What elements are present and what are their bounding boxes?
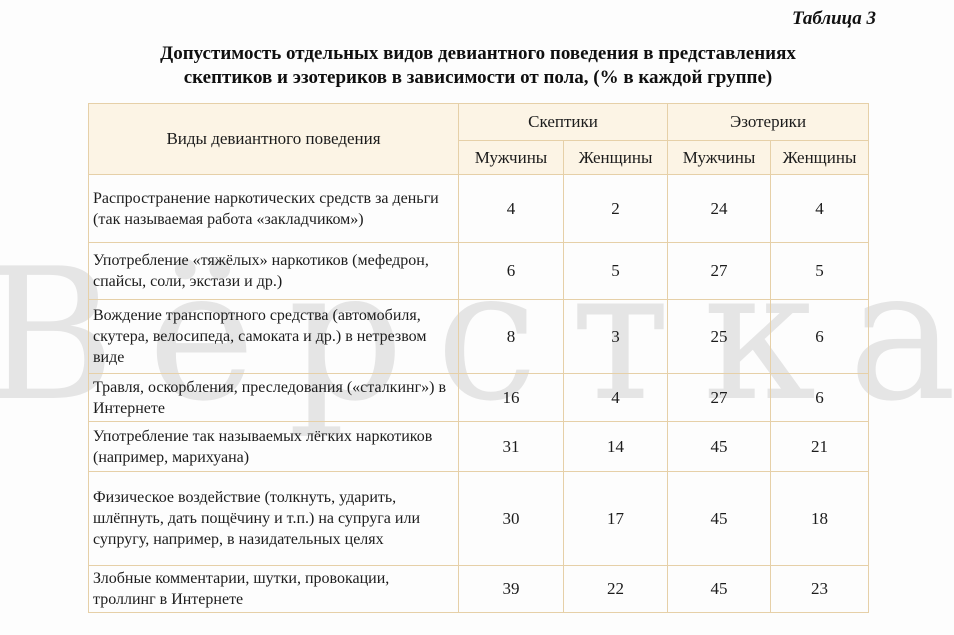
table-row: Травля, оскорбления, преследования («ста… (88, 373, 870, 422)
value-cell: 14 (562, 421, 669, 472)
value-cell: 4 (458, 174, 564, 243)
value-cell: 27 (667, 373, 772, 422)
table-row: Употребление «тяжёлых» наркотиков (ме­фе… (88, 242, 870, 300)
group-header-row: Виды девиантного поведения Скептики Эзот… (88, 103, 870, 175)
behavior-cell: Физическое воздействие (толкнуть, уда­ри… (88, 471, 459, 566)
sub-header-esoterics-men: Мужчины (667, 140, 772, 175)
sub-header-skeptics-women: Женщины (562, 140, 669, 175)
table-number-label: Таблица 3 (791, 8, 876, 29)
behavior-cell: Злобные комментарии, шутки, провока­ции,… (88, 565, 459, 613)
value-cell: 18 (770, 471, 870, 566)
value-cell: 24 (667, 174, 772, 243)
value-cell: 31 (458, 421, 564, 472)
table-body: Распространение наркотических средств за… (88, 174, 870, 613)
behavior-cell: Травля, оскорбления, преследования («ста… (88, 373, 459, 422)
table-title-line1: Допустимость отдельных видов девиантного… (160, 43, 796, 64)
sub-header-skeptics-men: Мужчины (458, 140, 564, 175)
value-cell: 17 (562, 471, 669, 566)
table-row: Вождение транспортного средства (ав­томо… (88, 299, 870, 374)
value-cell: 6 (770, 373, 870, 422)
group-header-esoterics: Эзотерики (667, 103, 870, 141)
value-cell: 23 (770, 565, 870, 613)
behavior-cell: Вождение транспортного средства (ав­томо… (88, 299, 459, 374)
table-row: Физическое воздействие (толкнуть, уда­ри… (88, 471, 870, 566)
value-cell: 4 (770, 174, 870, 243)
behavior-cell: Употребление так называемых лёгких нар­к… (88, 421, 459, 472)
table-row: Употребление так называемых лёгких нар­к… (88, 421, 870, 472)
value-cell: 45 (667, 565, 772, 613)
value-cell: 30 (458, 471, 564, 566)
group-header-skeptics: Скептики (457, 103, 669, 141)
sub-header-row: Мужчины Женщины Мужчины Женщины (89, 140, 870, 175)
table-title: Допустимость отдельных видов девиантного… (88, 42, 868, 90)
deviant-behavior-table: Виды девиантного поведения Скептики Эзот… (88, 103, 870, 613)
table-header: Виды девиантного поведения Скептики Эзот… (88, 103, 870, 175)
value-cell: 21 (770, 421, 870, 472)
value-cell: 6 (458, 242, 564, 300)
table-row: Злобные комментарии, шутки, провока­ции,… (88, 565, 870, 613)
value-cell: 27 (667, 242, 772, 300)
column-header-behavior: Виды девиантного поведения (88, 103, 459, 175)
table-row: Распространение наркотических средств за… (88, 174, 870, 243)
sub-header-esoterics-women: Женщины (770, 140, 870, 175)
value-cell: 39 (458, 565, 564, 613)
value-cell: 8 (458, 299, 564, 374)
value-cell: 22 (562, 565, 669, 613)
value-cell: 45 (667, 421, 772, 472)
behavior-cell: Распространение наркотических средств за… (88, 174, 459, 243)
value-cell: 25 (667, 299, 772, 374)
value-cell: 16 (458, 373, 564, 422)
behavior-cell: Употребление «тяжёлых» наркотиков (ме­фе… (88, 242, 459, 300)
value-cell: 5 (562, 242, 669, 300)
value-cell: 2 (562, 174, 669, 243)
value-cell: 3 (562, 299, 669, 374)
value-cell: 6 (770, 299, 870, 374)
value-cell: 5 (770, 242, 870, 300)
value-cell: 45 (667, 471, 772, 566)
table-title-line2: скептиков и эзотериков в зависимости от … (183, 67, 773, 88)
value-cell: 4 (562, 373, 669, 422)
